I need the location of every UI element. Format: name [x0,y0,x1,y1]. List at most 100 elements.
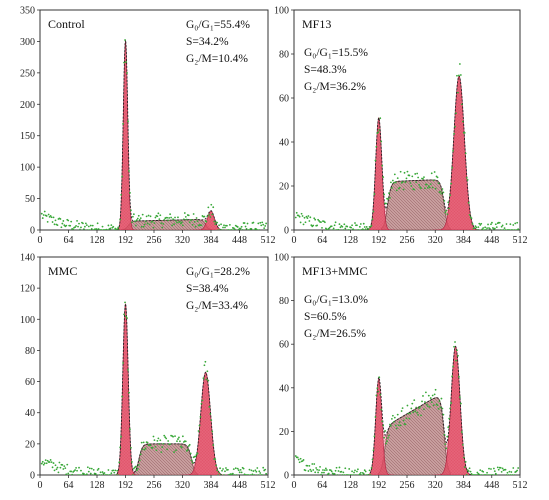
data-point [138,459,141,462]
y-tick-label: 20 [279,182,289,193]
data-point [253,474,256,475]
data-point [308,220,311,222]
data-point [464,152,467,155]
data-point [171,224,173,227]
data-point [205,378,208,381]
data-point [391,417,393,420]
data-point [135,469,138,472]
data-point [118,461,121,464]
data-point [357,229,360,230]
data-point [52,216,55,219]
y-tick-label: 150 [20,131,35,142]
data-point [125,315,127,318]
x-tick-label: 192 [371,235,386,246]
data-point [459,402,462,405]
x-tick-label: 320 [175,235,190,246]
data-point [75,466,77,469]
data-point [364,228,367,230]
data-point [440,192,443,195]
data-point [425,183,428,186]
data-point [362,472,365,475]
data-point [234,467,237,470]
data-point [101,225,104,228]
data-point [240,471,243,474]
data-point [203,215,206,218]
data-point [510,471,513,473]
data-point [360,474,363,475]
data-point [371,458,374,461]
data-point [201,399,204,402]
data-point [470,217,473,220]
data-point [261,474,264,475]
data-point [498,221,501,224]
data-point [203,364,206,367]
data-point [328,226,331,229]
data-point [403,171,406,174]
data-point [190,459,193,462]
data-point [404,181,407,183]
data-point [114,469,117,472]
data-point [51,466,54,469]
data-point [467,470,470,472]
data-point [359,223,362,225]
data-point [353,471,355,474]
data-point [331,229,334,230]
data-point [298,461,301,464]
data-point [425,403,428,406]
data-point [214,223,217,226]
data-point [61,222,64,225]
data-point [512,224,515,226]
data-point [318,469,320,472]
x-tick-label: 128 [343,235,358,246]
data-point [397,424,400,427]
data-point [207,379,210,382]
data-point [381,420,384,423]
data-point [183,212,186,214]
data-point [307,470,310,472]
data-point [359,471,362,474]
data-point [422,395,424,397]
data-point [169,213,172,216]
data-point [459,74,462,76]
data-point [212,444,215,447]
data-point [66,463,69,466]
data-point [239,468,242,471]
data-point [121,175,124,178]
data-point [129,428,131,431]
data-point [169,443,172,446]
data-point [130,446,132,449]
data-point [463,131,466,134]
data-point [458,74,460,77]
data-point [432,179,435,182]
data-point [244,225,247,228]
data-point [506,471,509,474]
data-point [420,414,422,417]
data-point [186,448,189,451]
data-point [356,224,358,227]
data-point [461,120,464,123]
data-point [74,226,76,229]
data-point [180,446,183,449]
data-point [509,223,512,226]
data-point [493,470,496,473]
data-point [431,186,434,189]
data-point [456,74,458,77]
data-point [173,223,175,226]
data-point [113,229,116,230]
data-point [457,354,459,357]
data-point [469,470,472,473]
data-point [258,470,261,473]
data-point [135,219,138,221]
data-point [61,463,64,466]
data-point [40,462,43,465]
data-point [317,471,319,474]
data-point [217,229,220,230]
data-point [256,467,259,469]
data-point [398,421,401,424]
data-point [486,471,488,474]
data-point [106,474,109,475]
data-point [166,448,169,451]
data-point [504,468,507,471]
data-point [55,468,58,471]
data-point [394,181,397,184]
